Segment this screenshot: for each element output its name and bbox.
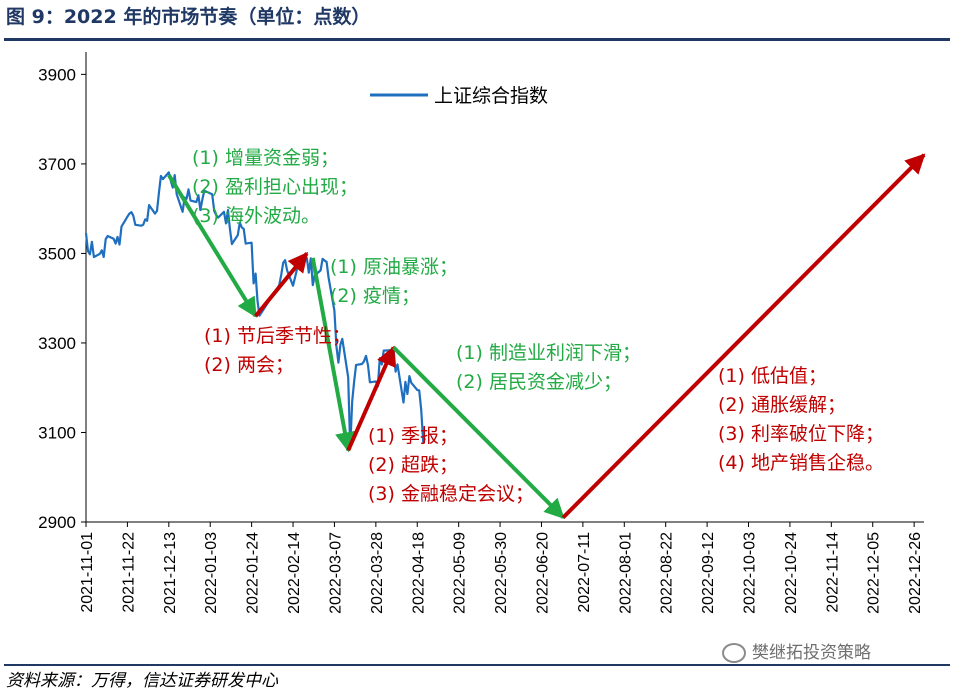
x-tick-label: 2022-03-07	[327, 532, 344, 614]
red-trend-arrow	[561, 153, 926, 519]
source-note: 资料来源：万得，信达证券研发中心	[6, 671, 278, 691]
annotation-text: (2) 超跌；	[368, 454, 458, 476]
y-tick-label: 3500	[38, 244, 76, 263]
annotation-text: (1) 节后季节性；	[204, 325, 351, 347]
figure-title: 图 9：2022 年的市场节奏（单位：点数）	[6, 6, 371, 28]
x-tick-label: 2022-08-01	[617, 532, 634, 614]
x-tick-label: 2021-11-01	[79, 532, 96, 613]
x-tick-label: 2022-04-18	[410, 532, 427, 614]
red-trend-arrow	[254, 251, 309, 318]
x-tick-label: 2021-12-13	[162, 532, 179, 614]
x-tick-label: 2022-08-22	[659, 532, 676, 614]
x-tick-label: 2022-12-26	[907, 532, 924, 614]
source-divider	[4, 664, 950, 666]
x-tick-label: 2022-12-05	[866, 532, 883, 614]
x-tick-label: 2022-05-09	[452, 532, 469, 614]
y-tick-label: 3900	[38, 65, 76, 84]
annotation-text: (1) 低估值；	[718, 365, 827, 387]
green-trend-arrow	[310, 257, 355, 453]
x-tick-label: 2022-07-11	[576, 532, 593, 613]
axes	[81, 52, 924, 527]
annotation-text: (1) 制造业利润下滑；	[456, 342, 641, 364]
annotation-text: (2) 疫情；	[330, 285, 420, 307]
series-line	[84, 171, 427, 450]
annotation-text: (2) 居民资金减少；	[456, 371, 622, 393]
x-tick-label: 2022-10-24	[783, 532, 800, 614]
x-tick-label: 2022-02-14	[286, 532, 303, 614]
y-tick-label: 2900	[38, 513, 76, 532]
annotation-text: (1) 季报；	[368, 425, 458, 447]
y-tick-label: 3300	[38, 334, 76, 353]
x-tick-label: 2021-11-22	[120, 532, 137, 613]
annotation-text: (2) 盈利担心出现；	[192, 176, 358, 198]
legend-label: 上证综合指数	[434, 85, 548, 107]
watermark-text: 樊继拓投资策略	[752, 643, 871, 663]
green-trend-arrow	[167, 174, 258, 318]
wechat-icon	[722, 643, 746, 663]
green-trend-arrow	[392, 346, 565, 519]
watermark: 樊继拓投资策略	[722, 638, 871, 663]
x-tick-label: 2022-10-03	[742, 532, 759, 614]
tick-labels: 2900 3100 3300 3500 3700 3900 2021-11-01 2021-1…	[38, 65, 924, 613]
annotation-text: (1) 原油暴涨；	[330, 256, 458, 278]
series-layer	[84, 171, 427, 450]
annotation-text: (2) 通胀缓解；	[718, 394, 846, 416]
annotation-text: (3) 海外波动。	[192, 205, 320, 227]
legend: 上证综合指数	[370, 85, 548, 107]
annotation-text: (3) 利率破位下降；	[718, 423, 884, 445]
x-tick-label: 2022-01-24	[245, 532, 262, 614]
annotation-text: (4) 地产销售企稳。	[718, 452, 884, 474]
annotations: (1) 增量资金弱； (2) 盈利担心出现； (3) 海外波动。 (1) 节后季节性；…	[192, 147, 884, 505]
annotation-text: (1) 增量资金弱；	[192, 147, 339, 169]
x-tick-label: 2022-03-28	[369, 532, 386, 614]
x-tick-label: 2022-09-12	[700, 532, 717, 614]
x-tick-label: 2022-06-20	[534, 532, 551, 614]
annotation-text: (2) 两会；	[204, 354, 294, 376]
x-tick-label: 2022-11-14	[824, 532, 841, 613]
trend-arrows	[167, 153, 926, 519]
y-tick-label: 3700	[38, 155, 76, 174]
x-tick-label: 2022-01-03	[203, 532, 220, 614]
x-tick-label: 2022-05-30	[493, 532, 510, 614]
red-trend-arrow	[346, 345, 396, 452]
y-tick-label: 3100	[38, 423, 76, 442]
title-divider	[4, 38, 950, 41]
annotation-text: (3) 金融稳定会议；	[368, 483, 534, 505]
